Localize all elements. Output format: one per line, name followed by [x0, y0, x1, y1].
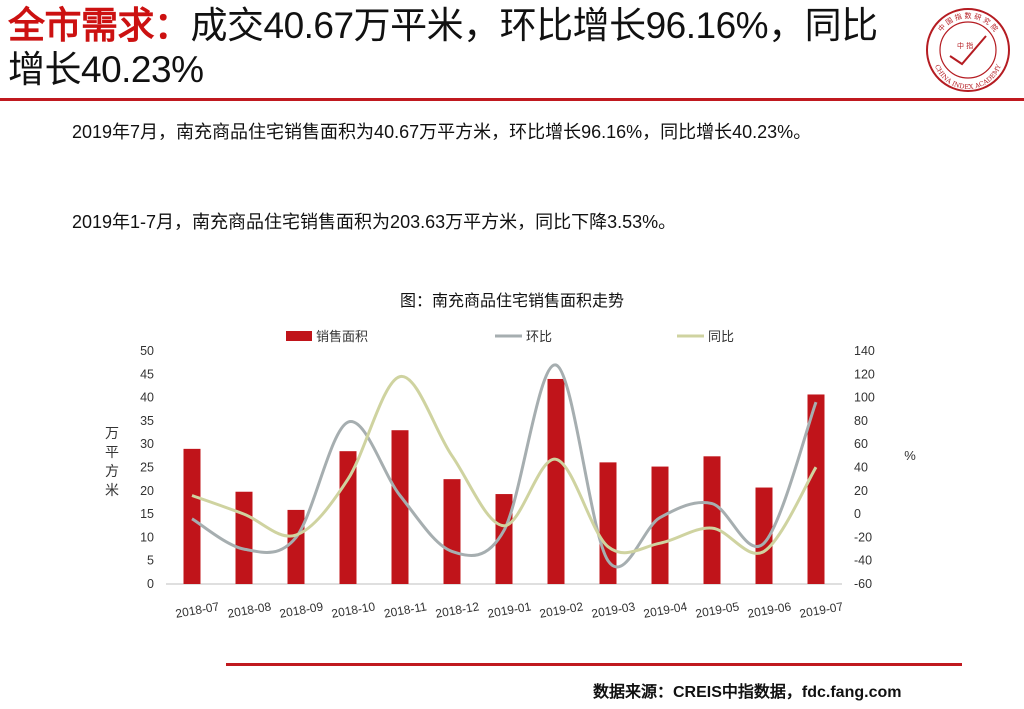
china-index-academy-logo: 中 指 中 国 指 数 研 究 院 CHINA INDEX ACADEMY: [926, 8, 1010, 92]
y-left-axis-label: 方: [105, 464, 119, 480]
x-tick-label: 2018-07: [174, 599, 220, 620]
sales-area-chart: 0 5 10 15 20 25 30 35 40 45 50 -60 -40 -20 0 20 40 60 80 10…: [105, 329, 916, 621]
y-right-axis-label: %: [904, 448, 916, 463]
y-left-tick-label: 40: [140, 391, 154, 405]
x-tick-label: 2018-09: [278, 599, 324, 620]
bar-sales-area: [547, 378, 565, 584]
y-right-tick-label: 60: [854, 437, 868, 451]
footer-divider: [226, 663, 962, 666]
svg-text:CHINA INDEX ACADEMY: CHINA INDEX ACADEMY: [933, 63, 1003, 91]
legend-swatch-sales-area: [286, 331, 312, 341]
logo-center: 中 指: [957, 41, 973, 50]
y-right-tick-label: 20: [854, 484, 868, 498]
x-tick-label: 2018-12: [434, 599, 480, 620]
y-left-tick-label: 5: [147, 554, 154, 568]
bar-sales-area: [651, 466, 669, 584]
legend-label-yoy: 同比: [708, 330, 734, 345]
x-tick-label: 2018-08: [226, 599, 272, 620]
x-tick-label: 2019-07: [798, 599, 844, 620]
y-left-tick-label: 0: [147, 577, 154, 591]
y-right-tick-label: 120: [854, 367, 875, 381]
bar-sales-area: [287, 509, 305, 584]
y-left-tick-label: 35: [140, 414, 154, 428]
y-left-axis-label: 米: [105, 483, 119, 499]
y-left-tick-label: 45: [140, 367, 154, 381]
y-left-tick-label: 15: [140, 507, 154, 521]
y-right-tick-label: 100: [854, 391, 875, 405]
title-divider: [0, 98, 1024, 101]
y-right-tick-label: 140: [854, 344, 875, 358]
y-left-tick-label: 20: [140, 484, 154, 498]
bar-sales-area: [183, 448, 201, 584]
bar-sales-area: [443, 479, 461, 584]
bar-sales-area: [755, 487, 773, 584]
y-right-tick-label: -40: [854, 554, 872, 568]
paragraph-ytd: 2019年1-7月，南充商品住宅销售面积为203.63万平方米，同比下降3.53…: [72, 212, 677, 232]
y-left-tick-label: 50: [140, 344, 154, 358]
x-tick-label: 2019-01: [486, 599, 532, 620]
legend-label-mom: 环比: [526, 330, 552, 345]
line-mom: [191, 363, 818, 569]
bar-sales-area: [235, 491, 253, 584]
y-left-tick-label: 30: [140, 437, 154, 451]
y-right-tick-label: 40: [854, 461, 868, 475]
y-left-tick-label: 10: [140, 530, 154, 544]
line-yoy: [191, 375, 818, 555]
y-left-tick-label: 25: [140, 461, 154, 475]
bar-sales-area: [807, 394, 825, 584]
x-tick-label: 2019-03: [590, 599, 636, 620]
y-left-axis-label: 平: [105, 445, 119, 461]
paragraph-monthly: 2019年7月，南充商品住宅销售面积为40.67万平方米，环比增长96.16%，…: [72, 122, 812, 142]
y-right-tick-label: -20: [854, 530, 872, 544]
x-tick-label: 2019-04: [642, 599, 688, 620]
title-accent: 全市需求：: [8, 5, 191, 46]
title-text: 成交40.67万平米，环比增长96.16%，同比增长40.23%: [8, 5, 878, 90]
bar-sales-area: [703, 456, 721, 584]
x-tick-label: 2018-11: [383, 599, 428, 620]
chart-title: 图：南充商品住宅销售面积走势: [399, 293, 624, 310]
y-left-axis-label: 万: [105, 426, 119, 442]
data-source: 数据来源：CREIS中指数据，fdc.fang.com: [593, 684, 902, 701]
y-right-tick-label: 80: [854, 414, 868, 428]
logo-text-bottom: CHINA INDEX ACADEMY: [933, 63, 1003, 91]
x-tick-label: 2018-10: [330, 599, 376, 620]
x-tick-label: 2019-05: [694, 599, 740, 620]
x-tick-label: 2019-02: [538, 599, 584, 620]
slide-title: 全市需求：成交40.67万平米，环比增长96.16%，同比增长40.23%: [8, 4, 908, 92]
x-tick-label: 2019-06: [746, 599, 792, 620]
bar-sales-area: [391, 430, 409, 584]
y-right-tick-label: -60: [854, 577, 872, 591]
y-right-tick-label: 0: [854, 507, 861, 521]
legend-label-sales-area: 销售面积: [316, 329, 368, 345]
